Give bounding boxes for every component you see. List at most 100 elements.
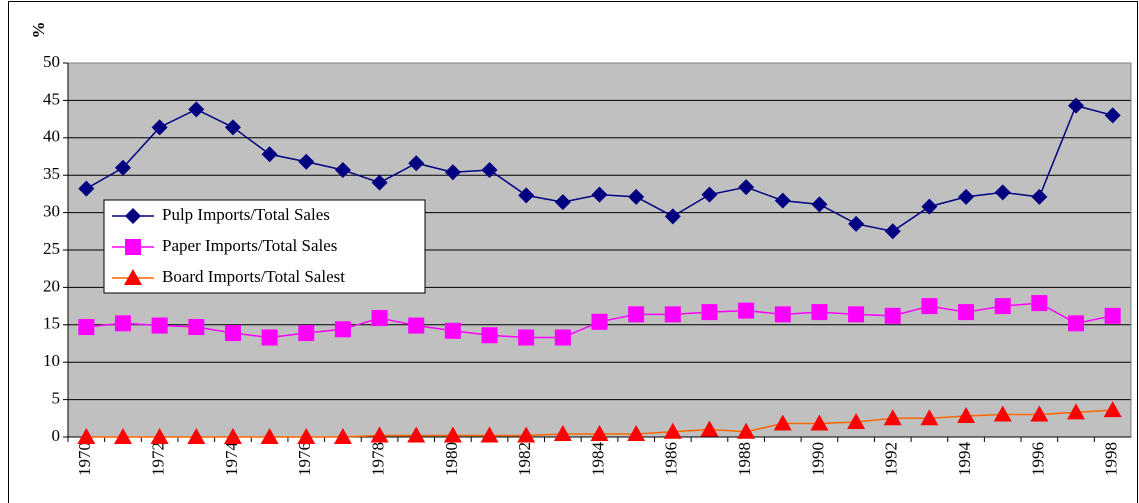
marker xyxy=(664,306,681,323)
marker xyxy=(78,180,95,197)
x-tick-label: 1992 xyxy=(882,442,901,476)
marker xyxy=(958,188,975,205)
marker xyxy=(408,317,425,334)
marker xyxy=(994,184,1011,201)
marker xyxy=(591,313,608,330)
marker xyxy=(774,306,791,323)
marker xyxy=(224,325,241,342)
marker xyxy=(298,325,315,342)
marker xyxy=(701,186,718,203)
marker xyxy=(627,425,646,442)
marker xyxy=(334,161,351,178)
x-tick-label: 1976 xyxy=(295,442,314,476)
marker xyxy=(737,422,756,439)
marker xyxy=(847,413,866,430)
y-tick-label: 45 xyxy=(43,89,60,108)
y-tick-label: 50 xyxy=(43,52,60,71)
marker xyxy=(994,298,1011,315)
marker xyxy=(921,298,938,315)
marker xyxy=(371,174,388,191)
legend-label: Pulp Imports/Total Sales xyxy=(162,205,330,224)
x-tick-label: 1982 xyxy=(515,442,534,476)
marker xyxy=(773,414,792,431)
marker xyxy=(77,428,96,444)
marker xyxy=(738,179,755,196)
marker xyxy=(774,192,791,209)
marker xyxy=(554,329,571,346)
x-tick-label: 1990 xyxy=(808,442,827,476)
marker xyxy=(628,188,645,205)
marker xyxy=(517,426,536,443)
marker xyxy=(261,146,278,163)
y-tick-label: 25 xyxy=(43,239,60,258)
marker xyxy=(223,428,242,444)
marker xyxy=(920,409,939,426)
legend-box xyxy=(103,199,426,294)
marker xyxy=(738,302,755,319)
marker xyxy=(1104,107,1121,124)
marker xyxy=(811,304,828,321)
marker xyxy=(151,119,168,136)
marker xyxy=(554,194,571,211)
marker xyxy=(848,306,865,323)
marker xyxy=(1103,401,1122,418)
marker xyxy=(224,119,241,136)
marker xyxy=(297,428,316,444)
marker xyxy=(1067,403,1086,420)
marker xyxy=(518,187,535,204)
marker xyxy=(663,422,682,439)
marker xyxy=(957,407,976,424)
marker xyxy=(921,198,938,215)
x-tick-label: 1970 xyxy=(75,442,94,476)
x-tick-label: 1974 xyxy=(222,442,241,477)
marker xyxy=(188,101,205,118)
marker xyxy=(811,196,828,213)
marker xyxy=(590,425,609,442)
marker xyxy=(444,322,461,339)
marker xyxy=(884,307,901,324)
y-tick-label: 35 xyxy=(43,164,60,183)
marker xyxy=(125,208,141,224)
marker xyxy=(884,223,901,240)
legend-label: Board Imports/Total Salest xyxy=(162,267,345,286)
marker xyxy=(518,329,535,346)
marker xyxy=(370,426,389,443)
marker xyxy=(443,426,462,443)
marker xyxy=(125,239,141,255)
marker xyxy=(1031,295,1048,312)
marker xyxy=(480,426,499,443)
marker xyxy=(883,409,902,426)
marker xyxy=(188,319,205,336)
x-tick-label: 1986 xyxy=(662,442,681,476)
x-tick-label: 1998 xyxy=(1102,442,1121,476)
x-tick-label: 1996 xyxy=(1028,442,1047,476)
marker xyxy=(1068,315,1085,332)
marker xyxy=(810,414,829,431)
marker xyxy=(371,310,388,327)
marker xyxy=(591,186,608,203)
x-tick-label: 1980 xyxy=(442,442,461,476)
marker xyxy=(628,306,645,323)
marker xyxy=(1104,307,1121,324)
marker xyxy=(444,164,461,181)
x-tick-label: 1972 xyxy=(149,442,168,476)
marker xyxy=(958,304,975,321)
marker xyxy=(481,161,498,178)
marker xyxy=(553,425,572,442)
marker xyxy=(1031,188,1048,205)
marker xyxy=(113,428,132,444)
marker xyxy=(261,329,278,346)
marker xyxy=(334,321,351,338)
marker xyxy=(848,215,865,232)
marker xyxy=(78,319,95,336)
marker xyxy=(1068,97,1085,114)
marker xyxy=(481,327,498,344)
marker xyxy=(298,153,315,170)
marker xyxy=(408,155,425,172)
marker xyxy=(114,315,131,332)
marker xyxy=(700,420,719,437)
y-axis-label: % xyxy=(29,22,48,39)
marker xyxy=(701,304,718,321)
y-tick-label: 20 xyxy=(43,276,60,295)
